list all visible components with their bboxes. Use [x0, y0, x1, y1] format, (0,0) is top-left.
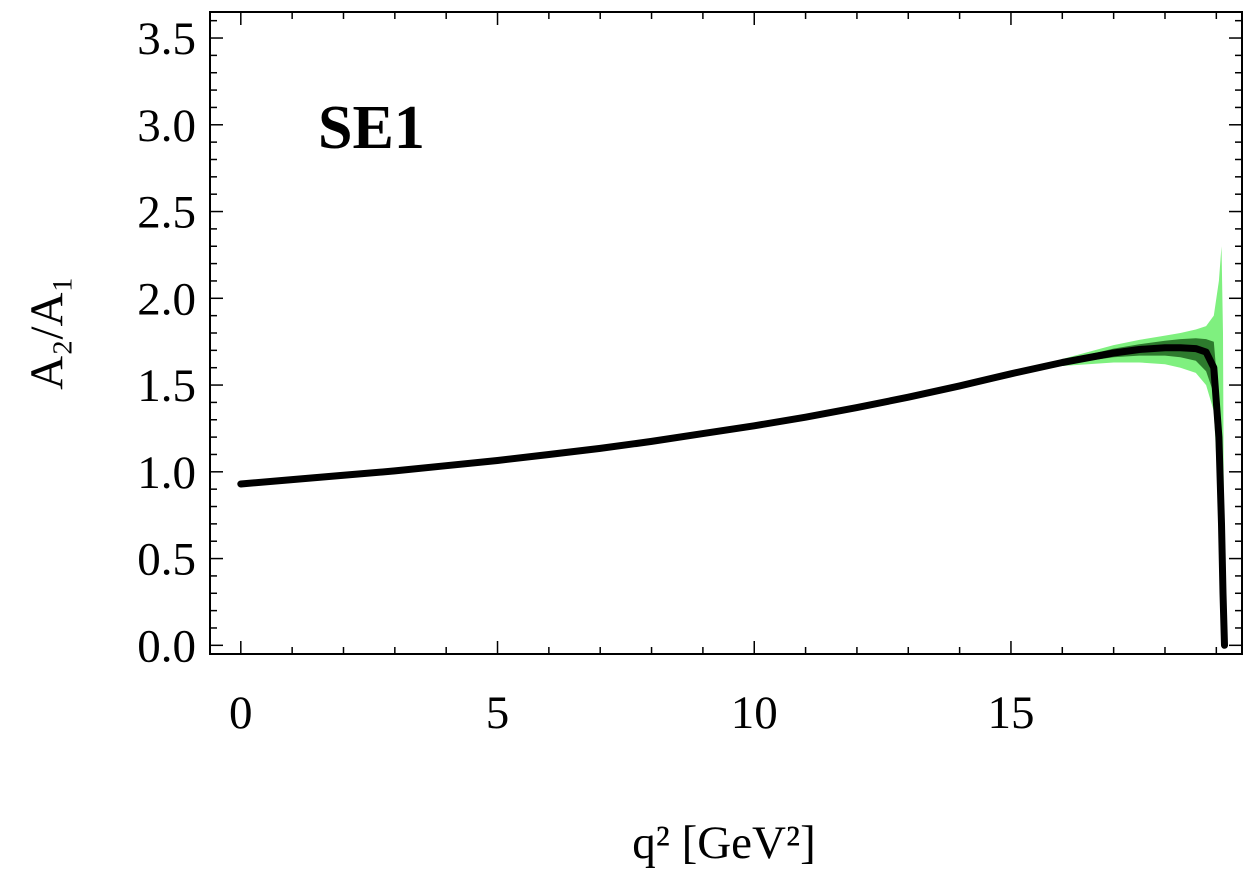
y-tick-label: 0.5: [137, 534, 196, 586]
y-tick-label: 1.0: [137, 447, 196, 499]
y-axis-title: A₂/A₁: [21, 276, 73, 390]
x-tick-label: 0: [229, 687, 253, 739]
outer-band: [1011, 246, 1225, 646]
y-tick-labels: 0.0 0.5 1.0 1.5 2.0 2.5 3.0 3.5: [137, 13, 196, 672]
x-tick-label: 5: [486, 687, 510, 739]
central-curve: [237, 344, 1228, 649]
y-tick-label: 2.0: [137, 273, 196, 325]
x-tick-labels: 0 5 10 15: [229, 687, 1034, 739]
uncertainty-bands: [1011, 246, 1225, 646]
inner-band: [1011, 338, 1225, 646]
y-tick-label: 3.5: [137, 13, 196, 65]
panel-label: SE1: [318, 94, 425, 162]
y-tick-label: 3.0: [137, 100, 196, 152]
y-tick-label: 1.5: [137, 360, 196, 412]
x-axis-title: q² [GeV²]: [632, 817, 815, 869]
x-tick-label: 15: [987, 687, 1034, 739]
x-tick-label: 10: [731, 687, 778, 739]
y-tick-label: 0.0: [137, 620, 196, 672]
y-tick-label: 2.5: [137, 187, 196, 239]
central-curve-group: [237, 344, 1228, 649]
tick-marks: [210, 12, 1242, 654]
